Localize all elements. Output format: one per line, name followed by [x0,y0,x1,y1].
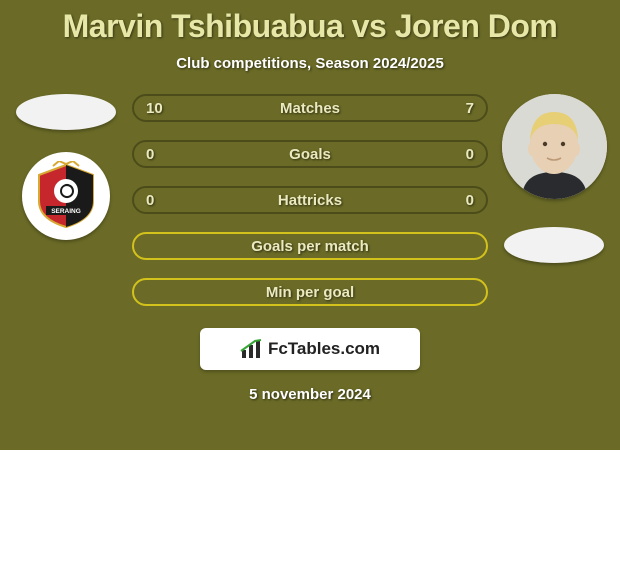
stats-column: 10Matches7 0Goals0 0Hattricks0 Goals per ma… [120,94,500,324]
player-right-club-placeholder [504,227,604,263]
player-left-club-badge: SERAING [22,152,110,240]
stat-bar: Min per goal [132,278,488,306]
source-logo-text: FcTables.com [268,339,380,359]
comparison-card: Marvin Tshibuabua vs Joren Dom Club comp… [0,0,620,450]
subtitle: Club competitions, Season 2024/2025 [0,55,620,72]
club-badge-text: SERAING [51,208,81,215]
player-right-photo [502,94,607,199]
avatar-icon [502,94,607,199]
stat-bar: Goals per match [132,232,488,260]
stat-label: Min per goal [134,284,486,301]
bar-chart-icon [240,338,264,360]
stat-bar: 0Hattricks0 [132,186,488,214]
shield-icon: SERAING [31,161,101,231]
stat-label: Hattricks [134,192,486,209]
stat-label: Goals per match [134,238,486,255]
stat-label: Matches [134,100,486,117]
stat-label: Goals [134,146,486,163]
footer-date: 5 november 2024 [0,386,620,403]
player-left-photo-placeholder [16,94,116,130]
stat-bar: 10Matches7 [132,94,488,122]
player-left-column: SERAING [12,94,120,240]
source-logo: FcTables.com [200,328,420,370]
page-title: Marvin Tshibuabua vs Joren Dom [0,0,620,45]
comparison-body: SERAING 10Matches7 0Goals0 0Hattricks0 Goal… [0,94,620,324]
stat-bar: 0Goals0 [132,140,488,168]
player-right-column [500,94,608,263]
